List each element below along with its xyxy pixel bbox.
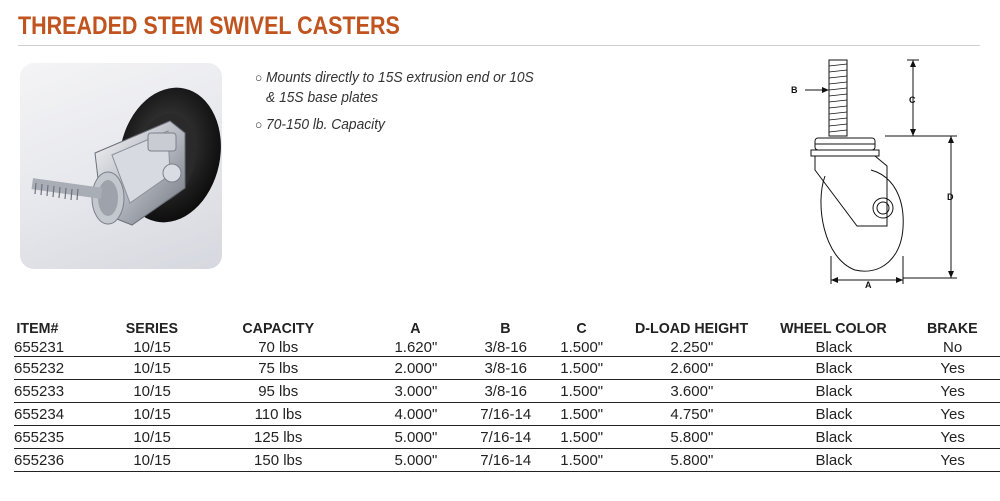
table-cell: 1.500" bbox=[542, 448, 622, 472]
table-cell: 3.600" bbox=[621, 379, 763, 403]
feature-item: ○ 70-150 lb. Capacity bbox=[255, 115, 534, 135]
table-cell: 1.620" bbox=[362, 338, 470, 357]
table-cell: 2.250" bbox=[621, 338, 763, 357]
table-cell: 5.800" bbox=[621, 425, 763, 449]
table-cell: 3/8-16 bbox=[469, 379, 543, 403]
table-cell: Black bbox=[762, 356, 906, 380]
table-cell: 1.500" bbox=[542, 356, 622, 380]
table-cell: 7/16-14 bbox=[469, 402, 543, 426]
table-cell: 2.000" bbox=[362, 356, 470, 380]
spec-table: ITEM# SERIES CAPACITY A B C D-LOAD HEIGH… bbox=[14, 318, 1000, 472]
table-cell: 655236 bbox=[14, 448, 111, 472]
title-divider bbox=[18, 45, 980, 46]
table-cell: 5.800" bbox=[621, 448, 763, 472]
caster-photo bbox=[20, 63, 222, 269]
table-cell: No bbox=[905, 338, 1000, 357]
caster-line-drawing: B C D A bbox=[791, 59, 957, 290]
table-cell: 10/15 bbox=[110, 379, 194, 403]
table-cell: Yes bbox=[905, 425, 1000, 449]
table-cell: 7/16-14 bbox=[469, 448, 543, 472]
table-cell: 95 lbs bbox=[193, 379, 363, 403]
table-cell: Yes bbox=[905, 356, 1000, 380]
table-cell: Yes bbox=[905, 379, 1000, 403]
caster-image bbox=[31, 87, 221, 226]
table-cell: 655232 bbox=[14, 356, 111, 380]
table-cell: Black bbox=[762, 448, 906, 472]
table-cell: Yes bbox=[905, 402, 1000, 426]
table-cell: 4.000" bbox=[362, 402, 470, 426]
feature-line: 70-150 lb. Capacity bbox=[266, 116, 385, 133]
column-header: WHEEL COLOR bbox=[780, 319, 888, 337]
table-cell: 1.500" bbox=[542, 425, 622, 449]
feature-list: ○ Mounts directly to 15S extrusion end o… bbox=[255, 68, 534, 142]
table-cell: 125 lbs bbox=[193, 425, 363, 449]
table-cell: 10/15 bbox=[110, 448, 194, 472]
table-cell: Black bbox=[762, 425, 906, 449]
table-cell: Black bbox=[762, 338, 906, 357]
table-cell: 10/15 bbox=[110, 338, 194, 357]
table-cell: 655231 bbox=[14, 338, 111, 357]
column-header: SERIES bbox=[125, 319, 179, 337]
table-cell: 3/8-16 bbox=[469, 338, 543, 357]
table-cell: 150 lbs bbox=[193, 448, 363, 472]
column-header: BRAKE bbox=[927, 319, 978, 337]
table-row: 655232 10/15 75 lbs 2.000" 3/8-16 1.500"… bbox=[14, 356, 1000, 380]
table-cell: Black bbox=[762, 379, 906, 403]
column-header: A bbox=[410, 319, 422, 337]
dimension-diagram: B C D A bbox=[785, 58, 975, 290]
feature-line: & 15S base plates bbox=[266, 89, 379, 106]
dim-label-c: C bbox=[909, 95, 916, 105]
circle-bullet-icon: ○ bbox=[255, 117, 263, 132]
table-cell: 1.500" bbox=[542, 379, 622, 403]
dim-label-a: A bbox=[865, 280, 872, 290]
table-cell: 2.600" bbox=[621, 356, 763, 380]
table-cell: 3/8-16 bbox=[469, 356, 543, 380]
column-header: C bbox=[576, 319, 587, 337]
feature-item: ○ Mounts directly to 15S extrusion end o… bbox=[255, 68, 534, 108]
table-cell: Black bbox=[762, 402, 906, 426]
table-row: 655231 10/15 70 lbs 1.620" 3/8-16 1.500"… bbox=[14, 338, 1000, 357]
table-cell: 110 lbs bbox=[193, 402, 363, 426]
table-cell: 5.000" bbox=[362, 425, 470, 449]
table-cell: 5.000" bbox=[362, 448, 470, 472]
feature-line: Mounts directly to 15S extrusion end or … bbox=[266, 69, 534, 86]
page-title: THREADED STEM SWIVEL CASTERS bbox=[18, 12, 400, 40]
table-row: 655233 10/15 95 lbs 3.000" 3/8-16 1.500"… bbox=[14, 379, 1000, 403]
table-cell: 10/15 bbox=[110, 425, 194, 449]
table-row: 655234 10/15 110 lbs 4.000" 7/16-14 1.50… bbox=[14, 402, 1000, 426]
table-cell: 75 lbs bbox=[193, 356, 363, 380]
table-cell: 10/15 bbox=[110, 356, 194, 380]
table-cell: 655233 bbox=[14, 379, 111, 403]
dim-label-d: D bbox=[947, 192, 954, 202]
table-cell: 1.500" bbox=[542, 338, 622, 357]
table-cell: 3.000" bbox=[362, 379, 470, 403]
dim-label-b: B bbox=[791, 85, 798, 95]
table-cell: 7/16-14 bbox=[469, 425, 543, 449]
table-cell: 10/15 bbox=[110, 402, 194, 426]
column-header: ITEM# bbox=[16, 319, 59, 337]
table-row: 655236 10/15 150 lbs 5.000" 7/16-14 1.50… bbox=[14, 448, 1000, 472]
table-cell: 1.500" bbox=[542, 402, 622, 426]
column-header: B bbox=[500, 319, 511, 337]
table-cell: 70 lbs bbox=[193, 338, 363, 357]
table-cell: 655235 bbox=[14, 425, 111, 449]
circle-bullet-icon: ○ bbox=[255, 70, 263, 85]
table-cell: 655234 bbox=[14, 402, 111, 426]
table-row: 655235 10/15 125 lbs 5.000" 7/16-14 1.50… bbox=[14, 425, 1000, 449]
column-header: CAPACITY bbox=[242, 319, 315, 337]
table-cell: Yes bbox=[905, 448, 1000, 472]
table-header-row: ITEM# SERIES CAPACITY A B C D-LOAD HEIGH… bbox=[14, 318, 1000, 338]
column-header: D-LOAD HEIGHT bbox=[635, 319, 749, 337]
table-cell: 4.750" bbox=[621, 402, 763, 426]
